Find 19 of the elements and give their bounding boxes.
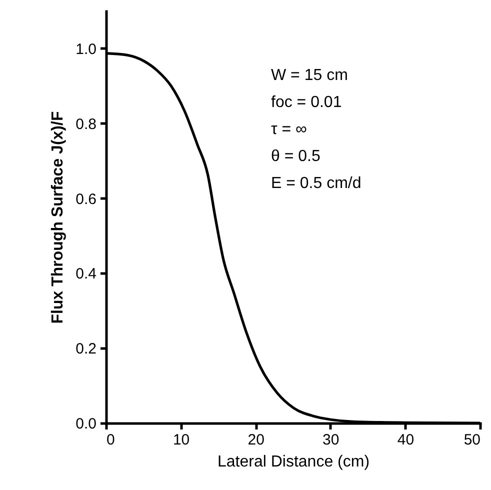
annotation: E = 0.5 cm/d [271,175,362,192]
y-tick-label: 0.4 [76,266,96,283]
x-axis-title: Lateral Distance (cm) [217,454,370,470]
x-tick-label: 30 [322,432,340,448]
y-tick-label: 0.8 [76,116,96,133]
x-tick-label: 20 [248,432,264,448]
y-tick-label: 0.6 [76,190,96,208]
annotation: W = 15 cm [271,67,348,84]
y-tick-label: 1.0 [76,40,96,58]
y-axis-title: Flux Through Surface J(x)/F [50,111,67,324]
y-tick-label: 0.2 [76,340,96,358]
y-tick-label: 0.0 [76,416,96,432]
annotation: θ = 0.5 [271,148,320,165]
annotation: foc = 0.01 [271,94,342,111]
x-tick-label: 40 [397,432,414,448]
x-tick-label: 0 [106,432,115,448]
annotation: τ = ∞ [271,121,307,138]
x-tick-label: 10 [172,432,190,448]
x-tick-label: 50 [464,432,480,448]
